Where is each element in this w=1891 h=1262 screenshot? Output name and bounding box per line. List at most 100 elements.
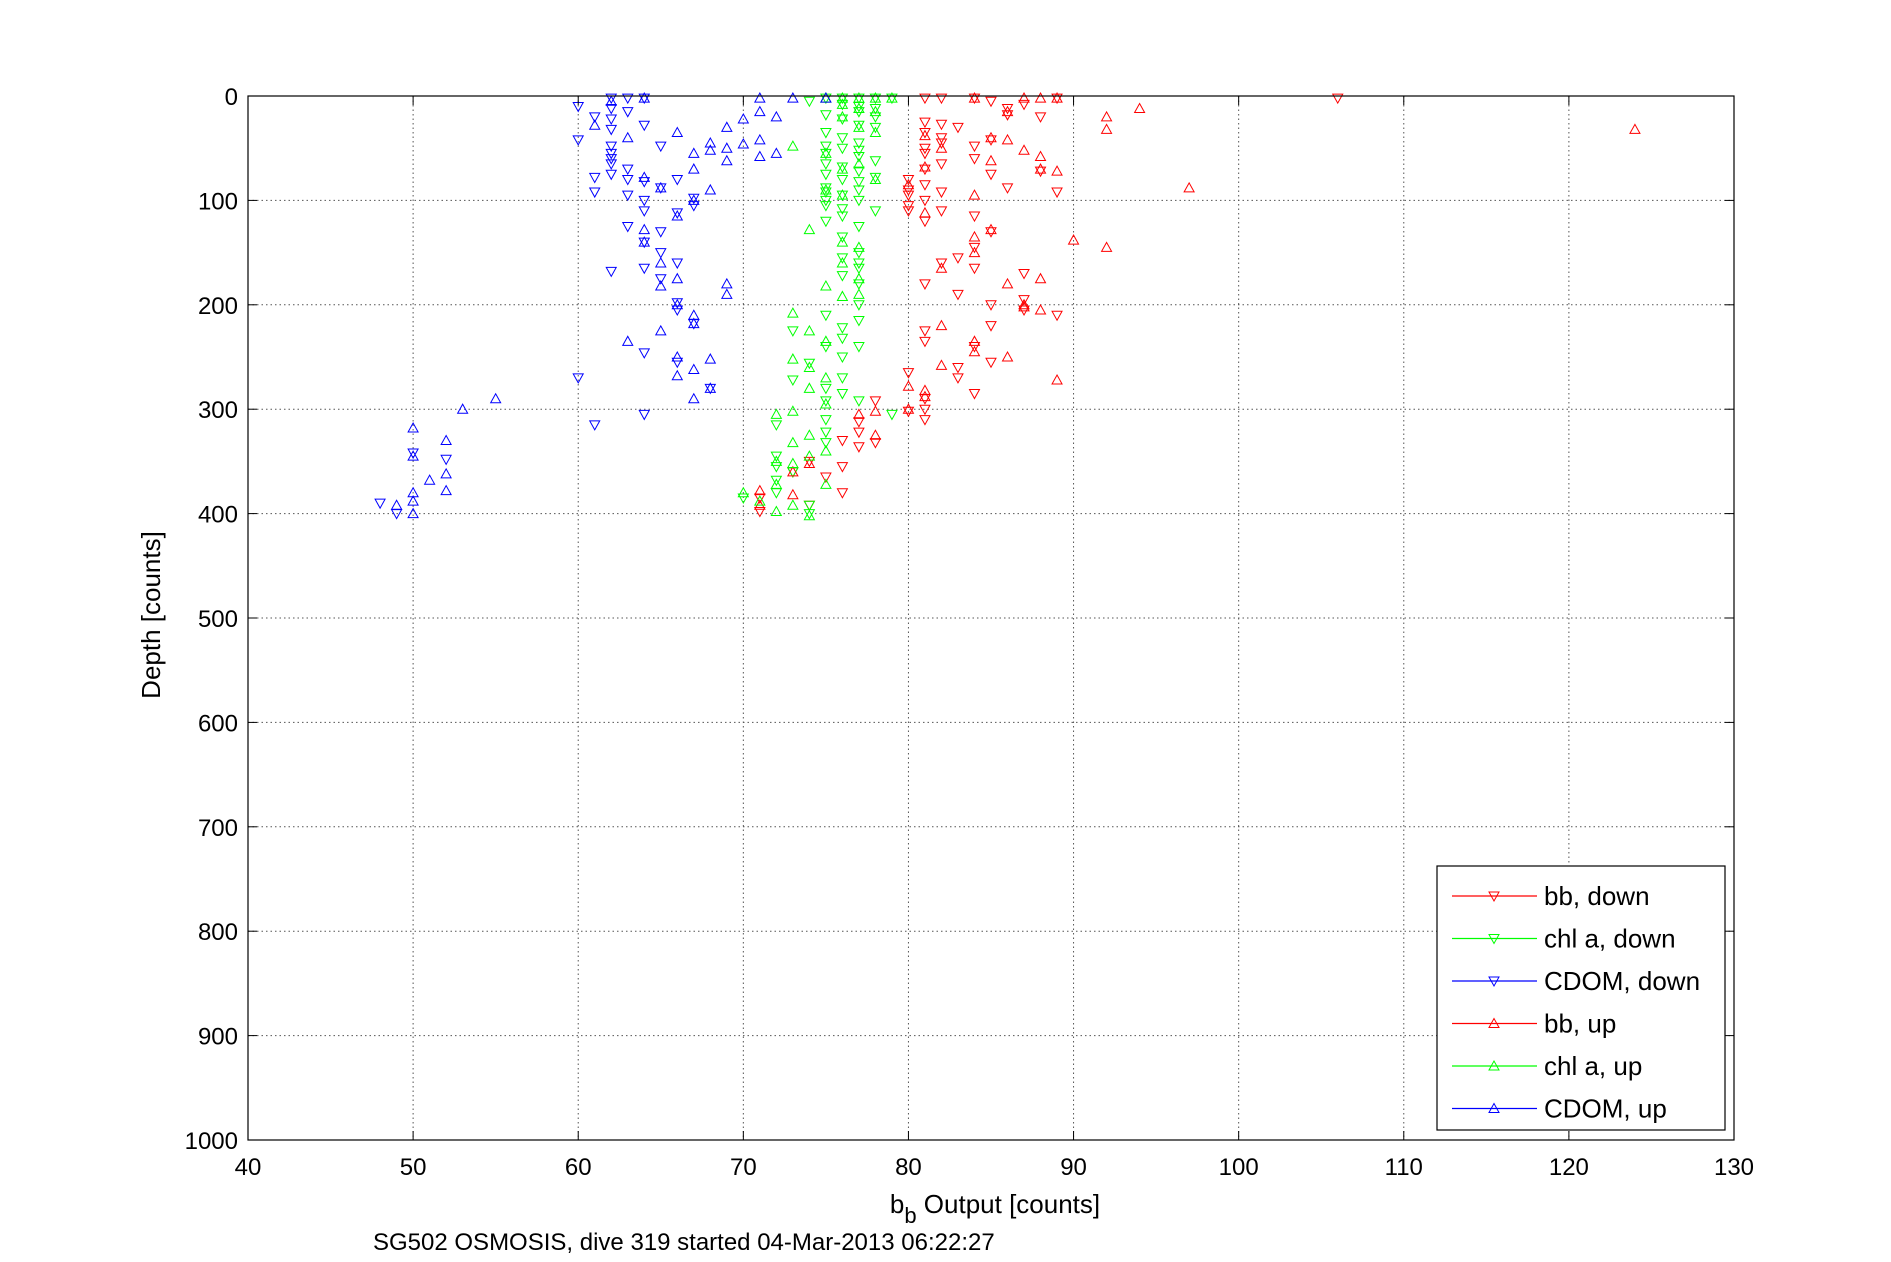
y-tick-label: 400 [198, 502, 238, 529]
data-point [1331, 93, 1344, 105]
data-point [820, 396, 832, 407]
data-point [935, 258, 948, 270]
data-point [720, 277, 733, 289]
data-point [720, 121, 733, 132]
legend: bb, down chl a, down CDOM, down bb, up chl a… [1436, 865, 1726, 1131]
data-point [836, 162, 849, 174]
x-axis-label-subscript: b [904, 1203, 916, 1228]
x-tick-label: 110 [1385, 1154, 1423, 1181]
data-point [787, 326, 799, 337]
data-point [836, 323, 849, 334]
data-point [853, 102, 865, 114]
data-point [919, 143, 931, 155]
data-point [853, 121, 865, 132]
data-point [985, 227, 997, 238]
data-point [753, 105, 766, 117]
data-point [820, 444, 832, 456]
legend-item: chl a, up [1452, 1051, 1642, 1081]
data-point [869, 104, 882, 115]
data-point [1018, 295, 1030, 306]
data-point [820, 128, 832, 139]
data-point [654, 274, 667, 285]
data-point [853, 138, 865, 150]
data-point [919, 279, 931, 290]
data-point [836, 436, 849, 447]
data-point [820, 438, 832, 449]
data-point [770, 455, 783, 466]
data-point [869, 405, 882, 416]
data-point [1001, 277, 1014, 289]
data-point [1001, 104, 1014, 115]
data-points [374, 92, 1641, 521]
data-point [919, 164, 931, 176]
data-point [902, 175, 915, 186]
data-point [919, 195, 931, 207]
data-point [869, 156, 882, 167]
data-point [638, 195, 651, 207]
legend-label: chl a, up [1544, 1051, 1642, 1081]
data-point [820, 397, 832, 409]
data-point [605, 104, 618, 115]
data-point [869, 122, 882, 134]
data-point [704, 382, 717, 393]
data-point [869, 92, 882, 103]
data-point [753, 507, 766, 518]
y-tick-label: 700 [198, 815, 238, 842]
legend-marker [1488, 1017, 1500, 1028]
data-point [853, 272, 865, 284]
data-point [704, 144, 717, 155]
data-point [1067, 234, 1080, 245]
data-point [836, 352, 849, 364]
data-point [671, 350, 684, 362]
legend-marker [1488, 891, 1500, 903]
data-point [853, 315, 865, 327]
data-point [787, 499, 799, 510]
data-point [787, 92, 799, 103]
data-point [671, 298, 684, 310]
data-point [836, 389, 849, 400]
data-point [704, 353, 717, 364]
data-point [787, 353, 799, 364]
data-point [654, 181, 667, 193]
data-point [407, 448, 419, 460]
data-point [1051, 187, 1063, 199]
data-point [687, 147, 700, 158]
data-point [836, 110, 849, 122]
data-point [1100, 241, 1113, 252]
data-point [753, 484, 766, 496]
data-point [820, 216, 832, 228]
data-point [687, 363, 700, 375]
y-tick-label: 800 [198, 919, 238, 946]
data-point [803, 457, 816, 468]
data-point [1018, 298, 1030, 310]
data-point [820, 169, 832, 181]
data-point [836, 92, 849, 103]
data-point [687, 392, 700, 404]
x-tick-label: 40 [235, 1154, 262, 1181]
data-point [935, 138, 948, 150]
data-point [803, 509, 816, 521]
data-point [968, 389, 981, 400]
data-point [654, 257, 667, 268]
data-point [952, 289, 964, 301]
data-point [770, 478, 783, 489]
data-point [638, 120, 651, 132]
data-point [671, 369, 684, 381]
data-point [638, 171, 651, 182]
data-point [588, 119, 601, 130]
y-tick-label: 200 [198, 293, 238, 320]
data-point [1001, 133, 1014, 145]
data-point [919, 129, 931, 141]
data-point [985, 321, 997, 332]
data-point [853, 442, 865, 453]
data-point [919, 93, 931, 105]
data-point [869, 126, 882, 138]
data-point [820, 472, 832, 484]
data-point [935, 159, 948, 170]
data-point [638, 409, 651, 421]
data-point [1018, 300, 1030, 312]
data-point [605, 159, 618, 170]
data-point [572, 135, 585, 146]
legend-marker [1488, 1102, 1500, 1113]
